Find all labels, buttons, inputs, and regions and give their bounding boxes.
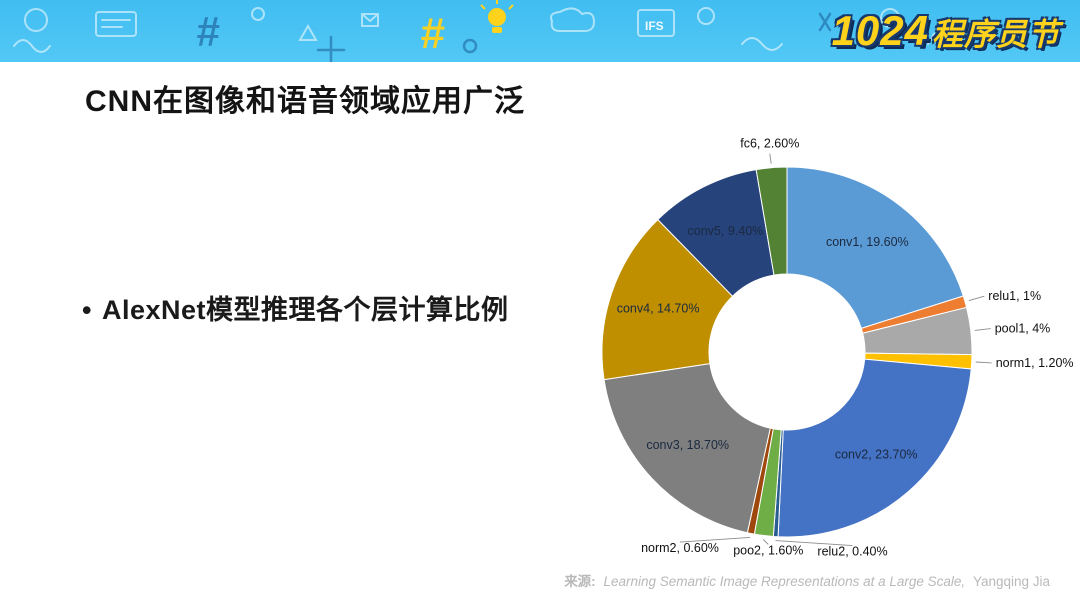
donut-slice-conv2 bbox=[777, 358, 972, 538]
donut-slice-conv1 bbox=[786, 166, 964, 330]
slice-label-fc6: fc6, 2.60% bbox=[740, 137, 799, 151]
doodle-pattern: # # IFS bbox=[13, 0, 941, 62]
label-leader-norm1 bbox=[975, 361, 992, 364]
slice-label-conv4: conv4, 14.70% bbox=[617, 302, 700, 316]
donut-chart-svg: conv1, 19.60% relu1, 1% pool1, 4% norm1, 1.… bbox=[601, 137, 1074, 559]
donut-slice-conv3 bbox=[603, 363, 771, 534]
source-author: Yangqing Jia bbox=[972, 574, 1050, 589]
slice-label-conv5: conv5, 9.40% bbox=[688, 224, 764, 238]
donut-chart: conv1, 19.60% relu1, 1% pool1, 4% norm1, 1.… bbox=[545, 125, 1080, 570]
label-leader-relu2 bbox=[775, 540, 853, 547]
doodle-navy-shapes bbox=[316, 12, 832, 62]
slice-label-relu1: relu1, 1% bbox=[988, 289, 1041, 303]
hash-icon: # bbox=[196, 8, 220, 55]
lightbulb-icon bbox=[480, 0, 514, 33]
donut-slice-conv4 bbox=[601, 218, 734, 381]
slice-label-conv2: conv2, 23.70% bbox=[835, 448, 918, 462]
slice-label-pool1: pool1, 4% bbox=[995, 322, 1051, 336]
label-leader-relu1 bbox=[968, 295, 985, 302]
source-prefix: 来源: bbox=[564, 574, 596, 589]
top-banner: # # IFS 1024 程序员节 bbox=[0, 0, 1080, 62]
doodle-white-shapes bbox=[13, 7, 941, 53]
slice-label-conv1: conv1, 19.60% bbox=[826, 235, 909, 249]
doodle-ifs-text: IFS bbox=[645, 19, 664, 33]
bullet-text: AlexNet模型推理各个层计算比例 bbox=[101, 295, 509, 325]
slice-label-norm1: norm1, 1.20% bbox=[996, 356, 1074, 370]
slice-label-relu2: relu2, 0.40% bbox=[817, 545, 887, 559]
festival-logo: 1024 程序员节 bbox=[832, 7, 1060, 55]
donut-slice-fc6 bbox=[755, 166, 788, 276]
source-citation: 来源: Learning Semantic Image Representati… bbox=[564, 570, 1050, 590]
source-title: Learning Semantic Image Representations … bbox=[603, 574, 966, 589]
logo-1024-text: 1024 bbox=[831, 7, 929, 54]
label-leader-norm2 bbox=[679, 536, 751, 543]
logo-festival-text: 程序员节 bbox=[932, 17, 1060, 52]
label-leader-fc6 bbox=[769, 153, 772, 164]
bullet-marker: • bbox=[82, 295, 92, 325]
label-leader-pool1 bbox=[974, 328, 991, 331]
bullet-item: • AlexNet模型推理各个层计算比例 bbox=[82, 288, 509, 327]
slice-label-conv3: conv3, 18.70% bbox=[646, 438, 729, 452]
label-leader-poo2 bbox=[762, 539, 769, 545]
slice-label-poo2: poo2, 1.60% bbox=[733, 543, 803, 557]
slice-label-norm2: norm2, 0.60% bbox=[641, 541, 719, 555]
yellow-hash-icon: # bbox=[420, 9, 445, 58]
slide-title: CNN在图像和语音领域应用广泛 bbox=[85, 85, 525, 118]
